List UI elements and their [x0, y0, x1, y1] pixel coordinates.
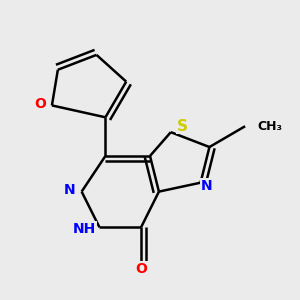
Text: NH: NH	[73, 222, 96, 236]
Text: O: O	[135, 262, 147, 276]
Text: N: N	[201, 179, 212, 193]
Text: N: N	[64, 183, 76, 197]
Text: S: S	[177, 119, 188, 134]
Text: O: O	[34, 97, 46, 111]
Text: CH₃: CH₃	[257, 120, 282, 133]
